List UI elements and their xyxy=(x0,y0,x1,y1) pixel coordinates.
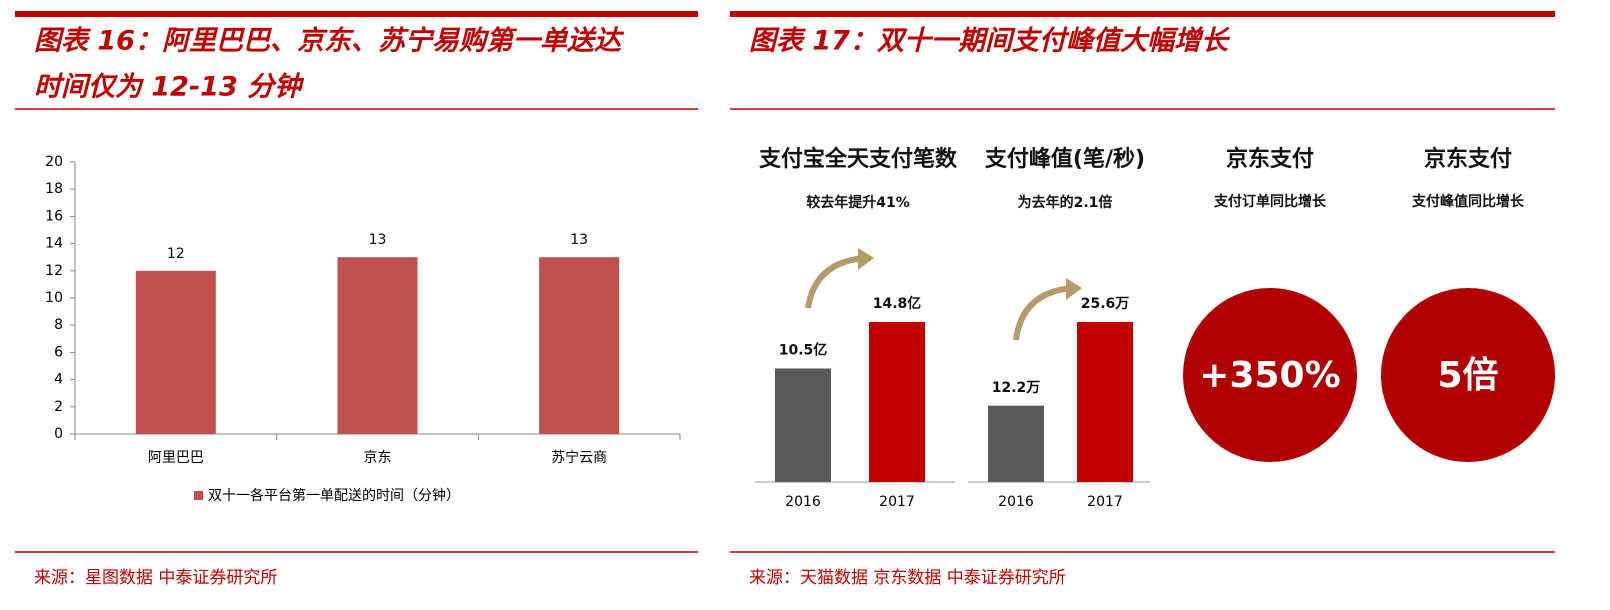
stat-subtitle: 支付订单同比增长 xyxy=(1213,193,1327,210)
data-label: 12.2万 xyxy=(992,380,1041,396)
bar xyxy=(135,270,216,434)
panel-title: 支付峰值(笔/秒) xyxy=(985,146,1145,172)
stat-value: +350% xyxy=(1199,355,1340,396)
bar xyxy=(869,322,925,482)
x-tick-label: 2016 xyxy=(785,494,821,510)
data-label: 12 xyxy=(167,246,185,262)
x-tick-label: 2017 xyxy=(879,494,915,510)
y-tick-label: 12 xyxy=(45,263,63,279)
figure-caption: 图表 16：阿里巴巴、京东、苏宁易购第一单送达 xyxy=(34,26,625,57)
y-tick-label: 18 xyxy=(45,181,63,197)
y-tick-label: 14 xyxy=(45,236,63,252)
x-tick-label: 京东 xyxy=(364,450,392,466)
legend-label: 双十一各平台第一单配送的时间（分钟） xyxy=(208,487,460,504)
y-tick-label: 16 xyxy=(45,208,63,224)
panel-title: 支付宝全天支付笔数 xyxy=(759,146,958,172)
data-label: 10.5亿 xyxy=(779,341,828,358)
y-tick-label: 2 xyxy=(54,399,63,415)
y-tick-label: 10 xyxy=(45,290,63,306)
arrow-head xyxy=(1066,278,1082,300)
top-bar xyxy=(15,11,698,17)
data-label: 14.8亿 xyxy=(873,295,922,312)
arrow xyxy=(805,255,866,309)
arrow xyxy=(1013,285,1074,341)
stat-circle xyxy=(1381,288,1555,462)
bar xyxy=(539,257,620,434)
arrow-head xyxy=(858,248,874,270)
bar xyxy=(775,368,831,482)
top-bar xyxy=(730,11,1555,17)
data-label: 25.6万 xyxy=(1081,296,1130,312)
stat-value: 5倍 xyxy=(1437,355,1498,396)
bar xyxy=(337,257,418,434)
stat-subtitle: 支付峰值同比增长 xyxy=(1411,193,1525,210)
x-tick-label: 苏宁云商 xyxy=(551,449,607,466)
stat-title: 京东支付 xyxy=(1226,146,1314,172)
panel-subtitle: 为去年的2.1倍 xyxy=(1018,194,1113,211)
figure-caption: 时间仅为 12-13 分钟 xyxy=(34,72,305,103)
stat-circle xyxy=(1183,288,1357,462)
data-label: 13 xyxy=(570,232,588,248)
y-tick-label: 20 xyxy=(45,154,63,170)
figure-source: 来源：星图数据 中泰证券研究所 xyxy=(34,568,277,588)
figure-source: 来源：天猫数据 京东数据 中泰证券研究所 xyxy=(749,568,1066,588)
y-tick-label: 8 xyxy=(54,317,63,333)
bar xyxy=(1077,322,1133,482)
figure-caption: 图表 17：双十一期间支付峰值大幅增长 xyxy=(749,26,1231,57)
y-tick-label: 4 xyxy=(54,372,63,388)
data-label: 13 xyxy=(369,232,387,248)
legend-swatch xyxy=(194,491,203,500)
stat-title: 京东支付 xyxy=(1424,146,1512,172)
x-tick-label: 阿里巴巴 xyxy=(148,450,204,466)
panel-subtitle: 较去年提升41% xyxy=(806,194,910,211)
x-tick-label: 2017 xyxy=(1087,494,1123,510)
y-tick-label: 0 xyxy=(54,426,63,442)
y-tick-label: 6 xyxy=(54,344,63,360)
x-tick-label: 2016 xyxy=(998,494,1034,510)
bar xyxy=(988,405,1044,482)
